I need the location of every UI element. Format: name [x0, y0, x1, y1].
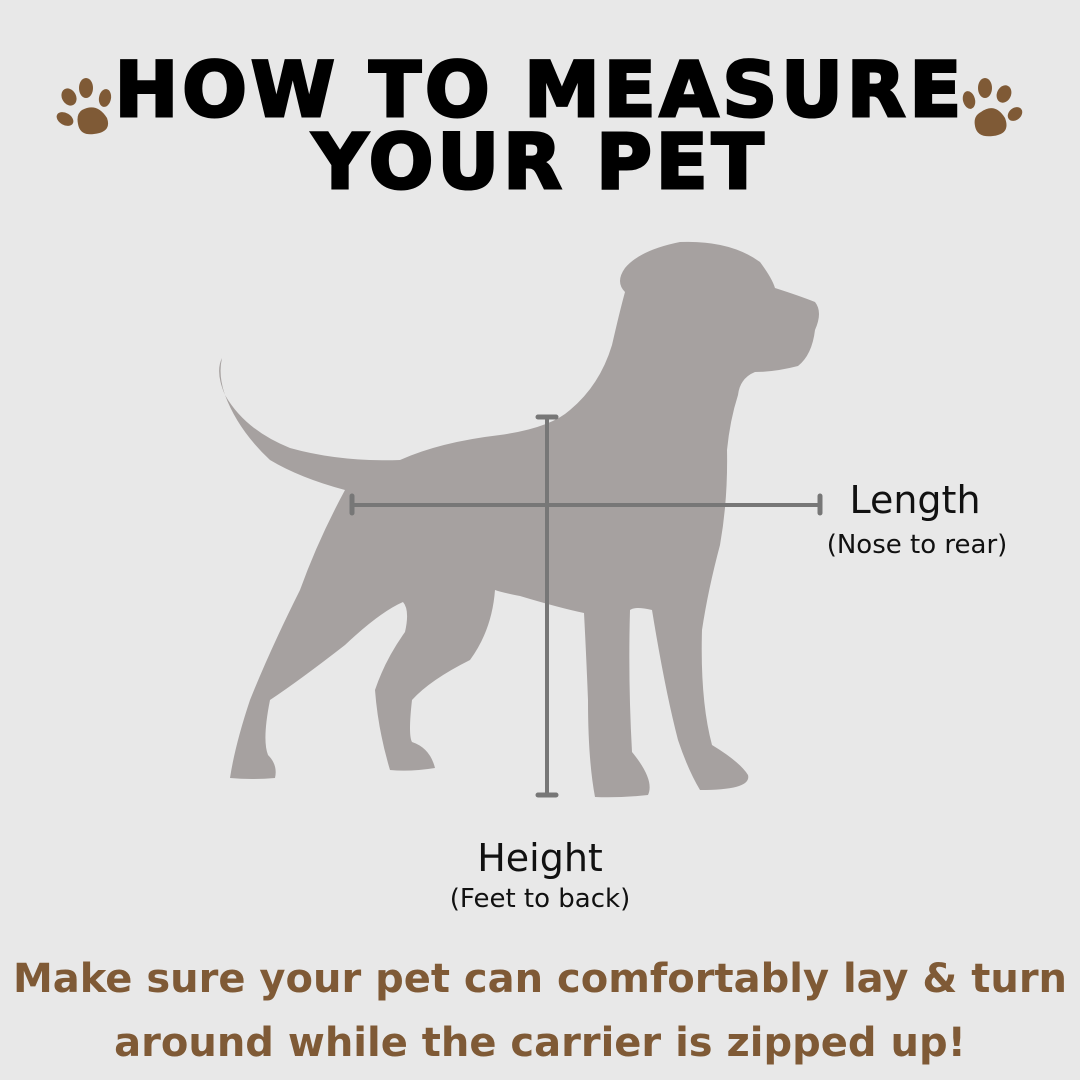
paw-print-icon — [962, 78, 1023, 137]
note-line-2: around while the carrier is zipped up! — [114, 1020, 966, 1066]
dog-silhouette — [219, 241, 819, 798]
length-label: Length — [849, 478, 981, 522]
length-sublabel: (Nose to rear) — [826, 530, 1008, 560]
paw-print-icon — [56, 78, 112, 135]
title-line-1: HOW TO MEASURE — [113, 45, 966, 134]
title-line-2: YOUR PET — [311, 117, 768, 206]
height-sublabel: (Feet to back) — [449, 884, 631, 914]
height-label: Height — [477, 836, 603, 880]
note-line-1: Make sure your pet can comfortably lay &… — [12, 956, 1068, 1002]
